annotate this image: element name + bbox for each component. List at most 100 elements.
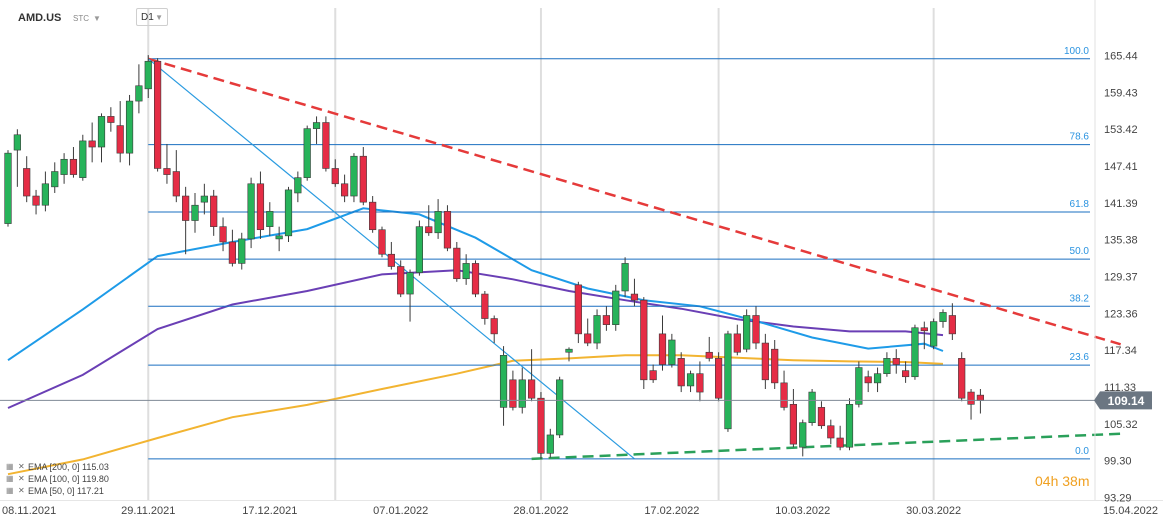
candle[interactable]: [864, 370, 872, 393]
candle[interactable]: [836, 425, 844, 451]
candle[interactable]: [135, 64, 143, 114]
candle[interactable]: [275, 226, 283, 252]
candle[interactable]: [331, 159, 339, 187]
candle[interactable]: [845, 398, 854, 451]
candle[interactable]: [51, 162, 59, 193]
candle[interactable]: [808, 388, 816, 426]
candle[interactable]: [883, 352, 891, 377]
candle[interactable]: [434, 199, 442, 239]
candle[interactable]: [509, 370, 517, 411]
candle[interactable]: [930, 318, 938, 350]
candle[interactable]: [621, 257, 629, 298]
candle[interactable]: [163, 143, 171, 184]
candle[interactable]: [556, 376, 564, 439]
candle[interactable]: [799, 419, 807, 457]
candle[interactable]: [780, 370, 788, 411]
candle[interactable]: [761, 333, 769, 389]
remove-indicator-icon[interactable]: ✕: [18, 462, 25, 471]
candle[interactable]: [668, 333, 676, 368]
trendline-support[interactable]: [531, 432, 1121, 461]
candle[interactable]: [4, 150, 12, 227]
candle[interactable]: [817, 401, 826, 429]
candle[interactable]: [901, 361, 910, 383]
candle[interactable]: [855, 361, 863, 408]
stc-dropdown[interactable]: STC ▼: [73, 8, 101, 28]
candle[interactable]: [565, 347, 573, 362]
candle[interactable]: [350, 153, 358, 203]
candle[interactable]: [154, 58, 162, 172]
candle[interactable]: [911, 324, 919, 380]
candle[interactable]: [415, 220, 424, 276]
legend-row-ema100[interactable]: ▦ ✕ EMA [100, 0] 119.80: [6, 473, 109, 485]
candle[interactable]: [32, 189, 40, 215]
legend-row-ema50[interactable]: ▦ ✕ EMA [50, 0] 117.21: [6, 485, 109, 497]
remove-indicator-icon[interactable]: ✕: [18, 474, 25, 483]
candle[interactable]: [453, 241, 461, 282]
candle[interactable]: [958, 352, 966, 402]
candle[interactable]: [976, 388, 984, 414]
candle[interactable]: [172, 150, 180, 203]
candle[interactable]: [191, 192, 199, 233]
remove-indicator-icon[interactable]: ✕: [18, 486, 25, 495]
candle[interactable]: [144, 55, 152, 99]
candle[interactable]: [266, 202, 274, 236]
candle[interactable]: [649, 364, 657, 383]
candle[interactable]: [79, 134, 87, 181]
candle[interactable]: [256, 171, 265, 239]
candle[interactable]: [60, 153, 68, 184]
candle[interactable]: [705, 336, 713, 362]
candle[interactable]: [490, 315, 498, 344]
candle[interactable]: [13, 129, 21, 187]
candle[interactable]: [116, 101, 124, 163]
candle[interactable]: [546, 428, 554, 458]
candle[interactable]: [322, 116, 330, 172]
candle[interactable]: [247, 177, 255, 249]
candle[interactable]: [312, 116, 321, 144]
candle[interactable]: [752, 306, 760, 350]
candle[interactable]: [294, 171, 302, 203]
candle[interactable]: [406, 269, 414, 322]
candle[interactable]: [182, 186, 190, 255]
candle[interactable]: [378, 226, 386, 258]
candle[interactable]: [658, 315, 667, 371]
candle[interactable]: [238, 232, 246, 270]
candle[interactable]: [397, 260, 405, 298]
candle[interactable]: [303, 125, 311, 181]
candle[interactable]: [443, 205, 452, 252]
candle[interactable]: [696, 361, 704, 402]
candle[interactable]: [630, 278, 639, 307]
candle[interactable]: [584, 318, 592, 347]
candle[interactable]: [640, 297, 648, 389]
candle[interactable]: [527, 349, 536, 402]
candle[interactable]: [125, 94, 134, 166]
candle[interactable]: [23, 156, 31, 203]
candle[interactable]: [387, 241, 395, 270]
candle[interactable]: [967, 388, 975, 420]
candle[interactable]: [41, 171, 49, 212]
candle[interactable]: [518, 367, 526, 414]
candle[interactable]: [714, 352, 723, 402]
candle[interactable]: [359, 147, 367, 206]
candle[interactable]: [228, 229, 237, 267]
candle[interactable]: [686, 370, 695, 393]
candle[interactable]: [948, 303, 956, 340]
candle[interactable]: [743, 309, 751, 353]
candle[interactable]: [602, 306, 610, 331]
candle[interactable]: [471, 260, 480, 298]
candle[interactable]: [499, 346, 508, 426]
candle[interactable]: [219, 217, 227, 252]
candle[interactable]: [210, 189, 218, 236]
candle[interactable]: [200, 183, 208, 215]
candle[interactable]: [69, 147, 78, 178]
timeframe-select[interactable]: D1 ▼: [136, 8, 168, 26]
candle[interactable]: [920, 321, 928, 350]
candle[interactable]: [892, 349, 900, 374]
candle[interactable]: [340, 174, 349, 203]
candle[interactable]: [827, 419, 835, 445]
legend-row-ema200[interactable]: ▦ ✕ EMA [200, 0] 115.03: [6, 461, 109, 473]
candle[interactable]: [789, 388, 797, 448]
candle[interactable]: [425, 205, 433, 236]
candle[interactable]: [481, 290, 489, 325]
symbol-label[interactable]: AMD.US: [18, 12, 62, 24]
candle[interactable]: [462, 254, 470, 285]
